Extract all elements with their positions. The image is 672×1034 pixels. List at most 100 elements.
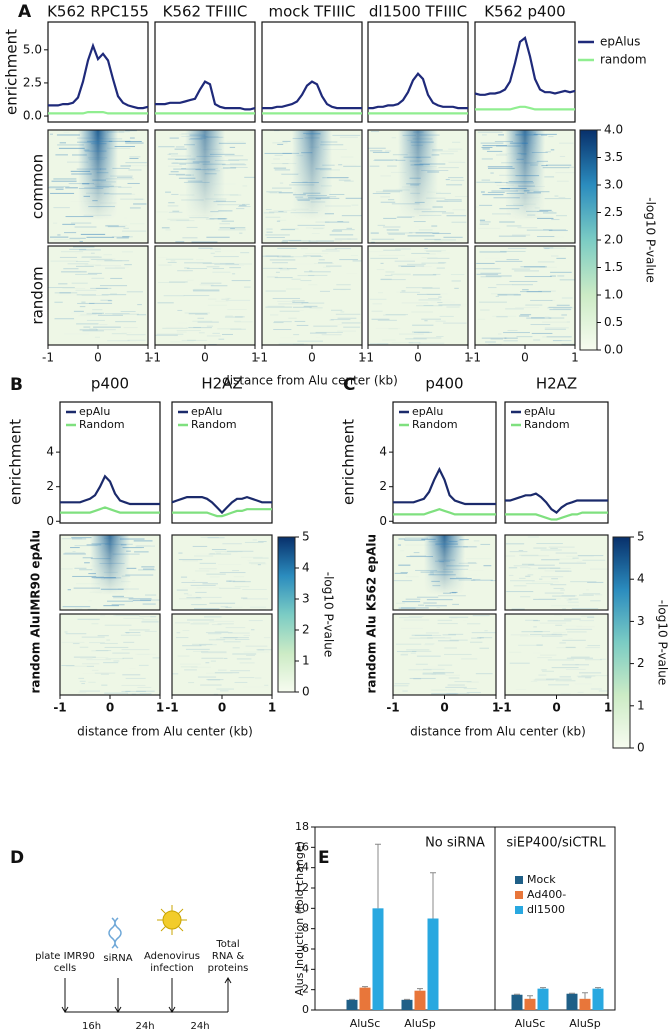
heatmap-streak: [411, 634, 432, 636]
heatmap-streak: [428, 541, 443, 543]
heatmap-streak: [94, 672, 116, 674]
heatmap-streak: [448, 541, 458, 543]
heatmap-streak: [72, 575, 97, 577]
heatmap-streak: [393, 580, 413, 582]
heatmap-streak: [475, 206, 479, 207]
heatmap-streak: [498, 235, 526, 237]
heatmap-streak: [394, 260, 416, 262]
heatmap-streak: [579, 594, 594, 596]
heatmap-streak: [448, 677, 460, 679]
heatmap-streak: [187, 619, 214, 621]
heatmap-streak: [175, 622, 190, 624]
heatmap-streak: [506, 259, 519, 261]
heatmap-streak: [228, 632, 250, 634]
heatmap-streak: [538, 246, 562, 248]
heatmap-streak: [555, 172, 575, 174]
heatmap-streak: [370, 131, 380, 133]
heatmap-streak: [178, 552, 183, 554]
heatmap-streak: [129, 137, 135, 139]
heatmap-streak: [205, 218, 215, 220]
heatmap-streak: [184, 669, 197, 671]
heatmap-streak: [224, 155, 244, 157]
heatmap-streak: [212, 152, 224, 153]
heatmap-streak: [139, 616, 157, 618]
heatmap-streak: [385, 271, 395, 273]
heatmap-streak: [406, 183, 421, 185]
heatmap-streak: [280, 229, 296, 231]
heatmap-streak: [87, 140, 113, 142]
heatmap-streak: [481, 179, 491, 181]
heatmap-streak: [218, 142, 246, 144]
heatmap-streak: [125, 130, 137, 132]
legend-label: random: [600, 53, 647, 67]
step-label: Total: [215, 939, 239, 950]
heatmap-streak: [285, 159, 290, 160]
heatmap-streak: [515, 134, 538, 136]
heatmap-streak: [544, 248, 550, 250]
heatmap-streak: [396, 216, 412, 218]
heatmap-streak: [64, 552, 85, 554]
heatmap-streak: [106, 639, 111, 641]
bar: [511, 994, 523, 1010]
heatmap-streak: [427, 293, 442, 295]
heatmap-streak: [263, 637, 271, 639]
heatmap-streak: [396, 292, 400, 293]
heatmap-streak: [319, 169, 341, 171]
heatmap-streak: [513, 565, 529, 567]
y-tick-label: 8: [302, 922, 309, 935]
heatmap-streak: [341, 322, 361, 324]
heatmap-streak: [416, 305, 443, 307]
heatmap-streak: [536, 236, 555, 238]
heatmap-streak: [416, 596, 439, 598]
heatmap-streak: [409, 555, 427, 557]
legend-label: Ad400-: [527, 888, 566, 901]
heatmap-streak: [87, 157, 108, 159]
y-tick-label: 0: [379, 514, 387, 528]
heatmap-streak: [337, 330, 357, 332]
heatmap-streak: [219, 227, 246, 229]
heatmap-streak: [536, 160, 548, 162]
heatmap-streak: [479, 219, 486, 221]
heatmap-streak: [551, 255, 559, 257]
x-axis-label: distance from Alu center (kb): [77, 725, 253, 739]
heatmap-streak: [217, 623, 234, 625]
heatmap-streak: [437, 664, 453, 666]
heatmap-streak: [107, 300, 113, 302]
heatmap-streak: [451, 221, 467, 223]
heatmap-streak: [498, 294, 508, 296]
heatmap-streak: [179, 163, 187, 165]
heatmap-streak: [556, 647, 577, 649]
heatmap-streak: [316, 337, 321, 338]
heatmap-streak: [333, 288, 351, 290]
arrow-head: [224, 977, 232, 984]
heatmap-streak: [158, 281, 186, 283]
heatmap-streak: [212, 184, 236, 185]
heatmap-streak: [414, 185, 418, 186]
heatmap-streak: [137, 545, 150, 546]
heatmap-streak: [390, 273, 411, 275]
heatmap-streak: [324, 213, 335, 215]
heatmap-streak: [411, 252, 430, 254]
heatmap-streak: [89, 302, 113, 304]
heatmap-streak: [544, 198, 571, 200]
heatmap-streak: [198, 568, 217, 570]
heatmap-streak: [125, 690, 131, 692]
heatmap-streak: [443, 322, 467, 324]
heatmap-streak: [480, 191, 485, 193]
heatmap-streak: [244, 176, 255, 178]
heatmap-streak: [291, 208, 309, 210]
error-bar: [430, 872, 436, 919]
x-tick-label: 0: [308, 351, 316, 365]
heatmap-streak: [107, 600, 134, 602]
error-bar: [514, 993, 520, 995]
heatmap-streak: [395, 643, 422, 645]
heatmap-streak: [184, 144, 195, 146]
heatmap-streak: [230, 328, 246, 330]
heatmap-streak: [451, 280, 461, 282]
heatmap-streak: [110, 175, 133, 177]
heatmap-streak: [191, 241, 218, 243]
heatmap-streak: [371, 310, 383, 312]
heatmap-streak: [112, 595, 124, 597]
heatmap-streak: [549, 567, 571, 569]
